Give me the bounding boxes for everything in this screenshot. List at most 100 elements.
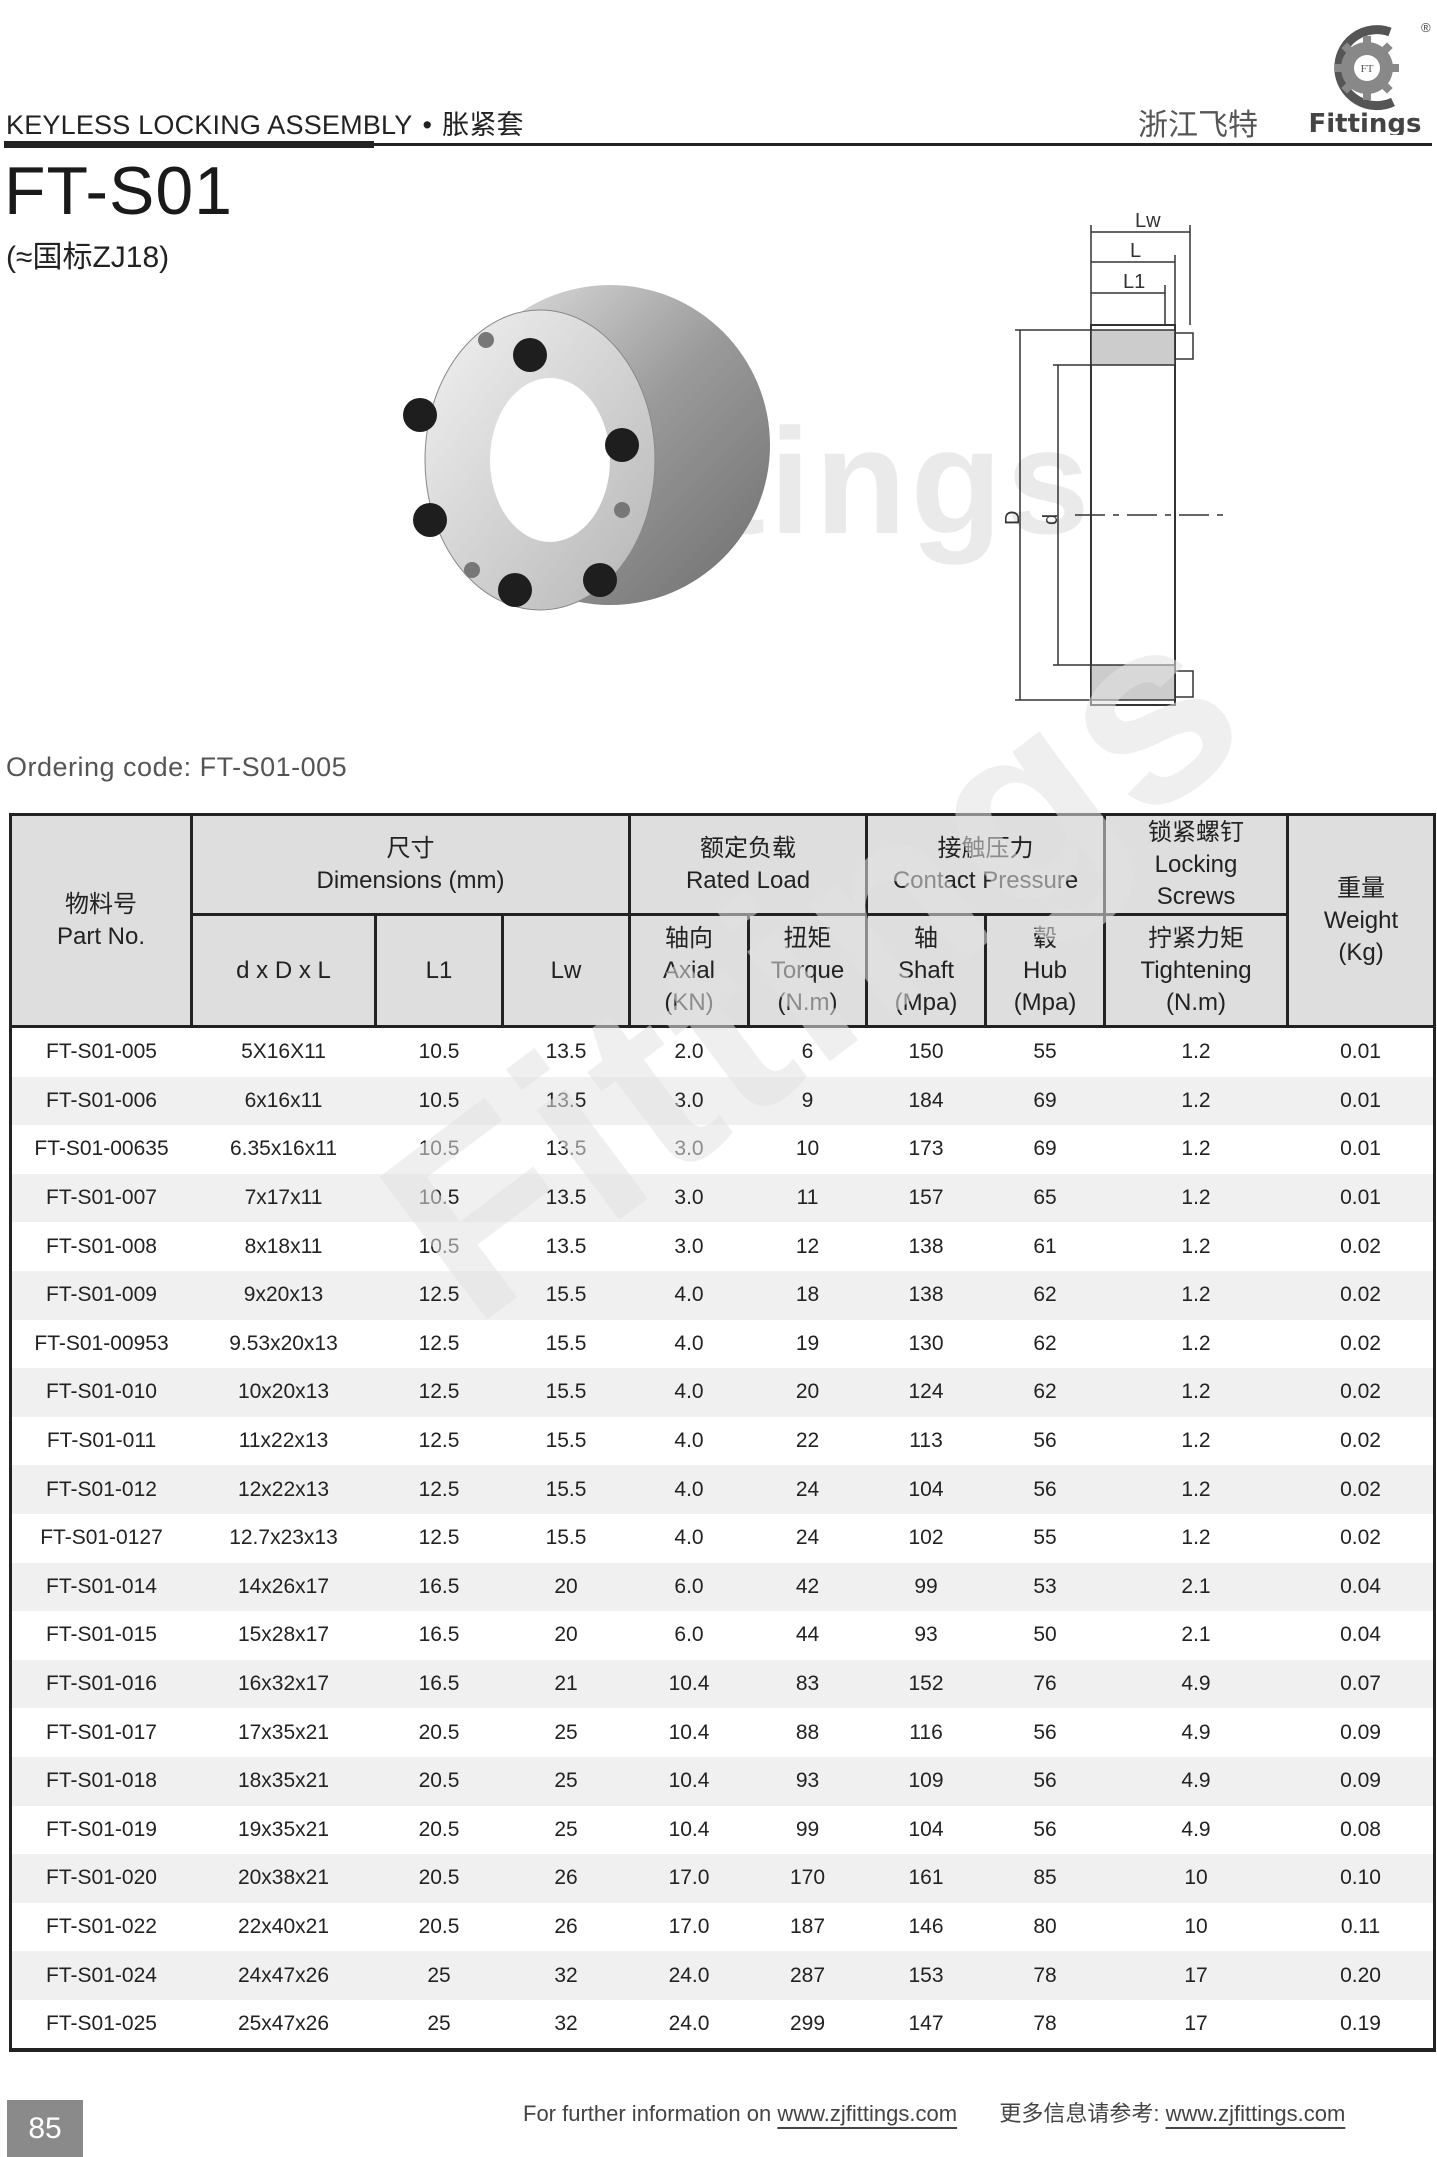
cell-axial: 6.0 <box>629 1562 749 1612</box>
cell-l1: 20.5 <box>418 1817 460 1841</box>
table-row: FT-S01-006 6x16x11 10.5 13.5 3.0 9 184 69 1.2 0.0… <box>9 1076 1437 1126</box>
cell-part-no: FT-S01-008 <box>9 1222 192 1271</box>
cell-weight: 0.01 <box>1287 1125 1437 1174</box>
table-row: FT-S01-011 11x22x13 12.5 15.5 4.0 22 113 56 1.2 0… <box>9 1416 1437 1466</box>
cell-lw: 15.5 <box>545 1331 587 1355</box>
cell-hub: 78 <box>985 1999 1105 2053</box>
cell-dxdxl: 6.35x16x11 <box>229 1137 338 1161</box>
cell-l1: 20.5 <box>418 1720 460 1744</box>
table-row: FT-S01-007 7x17x11 10.5 13.5 3.0 11 157 65 1.2 0.… <box>9 1173 1437 1223</box>
cell-torque: 42 <box>748 1562 867 1612</box>
title-en: KEYLESS LOCKING ASSEMBLY <box>6 110 413 140</box>
page-number: 85 <box>7 2100 83 2157</box>
cell-l1: 20.5 <box>375 1854 503 1903</box>
col-weight: 重量 Weight (Kg) <box>1286 813 1437 1028</box>
cell-axial: 10.4 <box>629 1756 749 1806</box>
cell-weight: 0.09 <box>1287 1756 1437 1806</box>
cell-part-no: FT-S01-009 <box>9 1270 192 1320</box>
fittings-logo: FT ® Fittings <box>1308 20 1431 135</box>
cell-hub: 56 <box>985 1756 1105 1806</box>
cell-weight: 0.02 <box>1287 1513 1437 1563</box>
col-axial: 轴向 Axial (KN) <box>628 913 750 1028</box>
cell-tightening: 1.2 <box>1181 1526 1211 1550</box>
cell-hub: 56 <box>985 1465 1105 1514</box>
table-row: FT-S01-005 5X16X11 10.5 13.5 2.0 6 150 55 1.2 0.0… <box>9 1026 1437 1077</box>
cell-dxdxl: 12x22x13 <box>191 1465 376 1514</box>
footer-link-cn[interactable]: www.zjfittings.com <box>1165 2101 1346 2126</box>
col-part-no: 物料号 Part No. <box>9 813 193 1028</box>
table-row: FT-S01-012 12x22x13 12.5 15.5 4.0 24 104 56 1.2 0… <box>9 1465 1437 1514</box>
cell-hub: 65 <box>985 1173 1105 1223</box>
cell-weight: 0.19 <box>1287 1999 1437 2053</box>
cell-tightening: 1.2 <box>1104 1368 1288 1417</box>
cell-shaft: 109 <box>866 1756 986 1806</box>
cell-l1: 12.5 <box>418 1429 460 1453</box>
cell-l1: 10.5 <box>375 1173 503 1223</box>
cell-torque: 6 <box>801 1040 814 1064</box>
cell-dxdxl: 6x16x11 <box>191 1076 376 1126</box>
cell-shaft: 124 <box>866 1368 986 1417</box>
cell-weight: 0.01 <box>1287 1076 1437 1126</box>
cell-weight: 0.02 <box>1287 1222 1437 1271</box>
cell-dxdxl: 10x20x13 <box>191 1368 376 1417</box>
cell-tightening: 17 <box>1104 1951 1288 2000</box>
col-l1: L1 <box>374 913 504 1028</box>
cell-axial: 10.4 <box>629 1659 749 1709</box>
standard-equivalent: (≈国标ZJ18) <box>6 241 170 274</box>
brand-name-cn: 浙江飞特 <box>1138 109 1258 142</box>
cell-lw: 32 <box>502 1951 630 2000</box>
cell-axial: 4.0 <box>629 1465 749 1514</box>
cell-dxdxl: 17x35x21 <box>237 1720 330 1744</box>
table-body: FT-S01-005 5X16X11 10.5 13.5 2.0 6 150 55 1.2 0.0… <box>9 1026 1437 2053</box>
table-row: FT-S01-0127 12.7x23x13 12.5 15.5 4.0 24 102 55 1… <box>9 1513 1437 1563</box>
label-l: L <box>1130 240 1141 262</box>
cell-tightening: 1.2 <box>1181 1137 1211 1161</box>
cell-shaft: 116 <box>909 1720 943 1744</box>
cell-lw: 13.5 <box>545 1234 587 1258</box>
cell-part-no: FT-S01-0127 <box>9 1513 192 1563</box>
model-number: FT-S01 <box>4 153 233 229</box>
cell-hub: 62 <box>1033 1331 1057 1355</box>
cell-hub: 62 <box>985 1270 1105 1320</box>
cell-l1: 12.5 <box>375 1368 503 1417</box>
cell-tightening: 1.2 <box>1181 1040 1211 1064</box>
cell-weight: 0.04 <box>1287 1562 1437 1612</box>
footer-info-en: For further information on <box>523 2101 772 2126</box>
cell-dxdxl: 9x20x13 <box>191 1270 376 1320</box>
cell-part-no: FT-S01-011 <box>9 1416 192 1466</box>
cell-hub: 85 <box>985 1854 1105 1903</box>
cell-l1: 10.5 <box>418 1234 460 1258</box>
table-row: FT-S01-017 17x35x21 20.5 25 10.4 88 116 56 4.9 0.… <box>9 1708 1437 1757</box>
col-hub: 毂 Hub (Mpa) <box>984 913 1107 1028</box>
cell-tightening: 10 <box>1184 1914 1208 1938</box>
cell-torque: 11 <box>748 1173 867 1223</box>
table-row: FT-S01-010 10x20x13 12.5 15.5 4.0 20 124 62 1.2 0… <box>9 1368 1437 1417</box>
cell-l1: 20.5 <box>418 1914 460 1938</box>
cell-part-no: FT-S01-00635 <box>9 1125 192 1174</box>
cell-lw: 15.5 <box>545 1429 587 1453</box>
cell-part-no: FT-S01-006 <box>9 1076 192 1126</box>
cell-shaft: 146 <box>908 1914 944 1938</box>
cell-l1: 16.5 <box>375 1659 503 1709</box>
cell-dxdxl: 22x40x21 <box>237 1914 330 1938</box>
catalog-section-title: KEYLESS LOCKING ASSEMBLY • 胀紧套 <box>6 103 524 142</box>
cell-axial: 3.0 <box>629 1173 749 1223</box>
cell-lw: 15.5 <box>502 1465 630 1514</box>
footer-link-en[interactable]: www.zjfittings.com <box>777 2101 958 2126</box>
cell-weight: 0.08 <box>1287 1805 1437 1855</box>
logo-badge: FT <box>1361 63 1374 75</box>
cell-axial: 6.0 <box>674 1623 704 1647</box>
col-dxdxl: d x D x L <box>190 913 377 1028</box>
cell-lw: 25 <box>554 1817 578 1841</box>
table-row: FT-S01-015 15x28x17 16.5 20 6.0 44 93 50 2.1 0.04 <box>9 1611 1437 1660</box>
cell-lw: 20 <box>502 1562 630 1612</box>
col-tightening: 拧紧力矩 Tightening (N.m) <box>1103 913 1290 1028</box>
table-row: FT-S01-025 25x47x26 25 32 24.0 299 147 78 17 0.19 <box>9 1999 1437 2053</box>
cell-l1: 10.5 <box>418 1137 460 1161</box>
cell-l1: 10.5 <box>375 1076 503 1126</box>
cell-axial: 3.0 <box>674 1234 704 1258</box>
cell-part-no: FT-S01-00953 <box>9 1319 192 1369</box>
col-torque: 扭矩 Torque (N.m) <box>746 913 869 1028</box>
cell-part-no: FT-S01-005 <box>9 1026 192 1077</box>
cell-dxdxl: 8x18x11 <box>244 1234 323 1258</box>
